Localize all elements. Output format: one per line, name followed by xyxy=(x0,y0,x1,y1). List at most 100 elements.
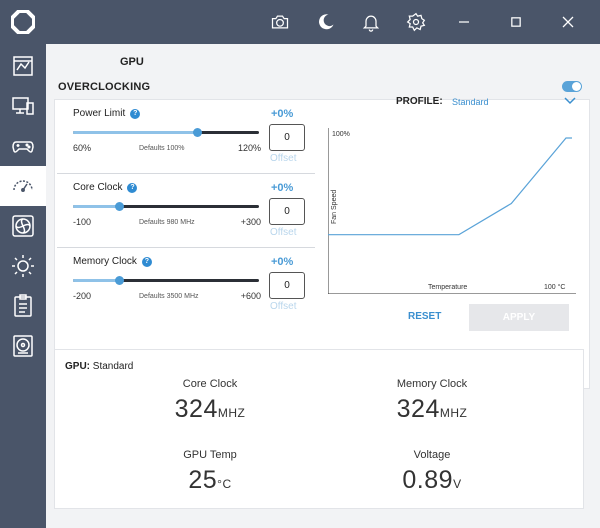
slider-fill xyxy=(73,205,120,208)
core-clock-delta: +0% xyxy=(271,182,294,194)
section-title: OVERCLOCKING xyxy=(58,81,151,93)
stat-label: Memory Clock xyxy=(396,378,468,390)
help-icon[interactable]: ? xyxy=(127,183,138,193)
close-button[interactable] xyxy=(556,10,580,34)
gear-icon xyxy=(406,12,426,32)
slider-fill xyxy=(73,131,198,134)
overclocking-toggle[interactable] xyxy=(562,81,582,92)
fan-curve-line[interactable] xyxy=(328,137,572,236)
title-bar xyxy=(46,0,600,44)
overclocking-panel: Power Limit? +0% 60% Defaults 100% 120% … xyxy=(54,99,590,389)
sidebar-item-display[interactable] xyxy=(0,86,46,126)
stat-label: GPU Temp xyxy=(183,449,237,461)
fan-curve-chart[interactable]: 100% Temperature 100 °C Fan Speed xyxy=(328,128,576,294)
x-axis-label: Temperature xyxy=(428,284,467,291)
stat-unit: °C xyxy=(217,477,232,491)
sidebar-item-overclocking[interactable] xyxy=(0,166,46,206)
power-limit-slider[interactable] xyxy=(73,128,259,137)
close-icon xyxy=(562,16,574,28)
slider-thumb[interactable] xyxy=(193,128,203,137)
gamepad-icon xyxy=(12,141,34,153)
gauge-icon xyxy=(13,180,33,192)
sidebar-item-gaming[interactable] xyxy=(0,126,46,166)
sidebar-item-tasks[interactable] xyxy=(0,286,46,326)
offset-label: Offset xyxy=(270,227,297,238)
main-content: GPU OVERCLOCKING Power Limit? +0% 60% De… xyxy=(46,44,600,528)
help-icon[interactable]: ? xyxy=(130,109,141,119)
slider-fill xyxy=(73,279,120,282)
power-limit-delta: +0% xyxy=(271,108,294,120)
power-limit-offset-input[interactable]: 0 xyxy=(269,124,305,151)
stat-value: 324 xyxy=(174,395,218,423)
slider-max: 120% xyxy=(237,143,261,153)
x-max-label: 100 °C xyxy=(544,283,565,291)
maximize-button[interactable] xyxy=(504,10,528,34)
slider-defaults: Defaults 980 MHz xyxy=(139,219,195,226)
memory-clock-label: Memory Clock xyxy=(73,256,137,267)
stat-unit: V xyxy=(453,477,462,491)
sun-icon xyxy=(12,255,34,277)
stat-label: Voltage xyxy=(413,449,451,461)
settings-button[interactable] xyxy=(404,10,428,34)
core-clock-label: Core Clock xyxy=(73,182,123,193)
y-axis-label: Fan Speed xyxy=(331,190,338,224)
camera-icon xyxy=(271,15,289,29)
slider-max: +600 xyxy=(240,291,261,301)
slider-max: +300 xyxy=(240,217,261,227)
profile-dropdown[interactable]: Standard xyxy=(452,97,489,107)
sidebar-item-cooling[interactable] xyxy=(0,206,46,246)
power-limit-label: Power Limit xyxy=(73,108,126,119)
offset-label: Offset xyxy=(270,301,297,312)
memory-clock-row: Memory Clock? +0% -200 Defaults 3500 MHz… xyxy=(57,248,315,322)
sidebar-item-lighting[interactable] xyxy=(0,246,46,286)
sidebar-item-storage[interactable] xyxy=(0,326,46,366)
memory-clock-slider[interactable] xyxy=(73,276,259,285)
slider-thumb[interactable] xyxy=(115,276,124,285)
stats-header-label: GPU: xyxy=(65,361,90,372)
gpu-stats-panel: GPU: Standard Core Clock 324MHZ Memory C… xyxy=(54,349,584,509)
minimize-button[interactable] xyxy=(452,10,476,34)
slider-min: -100 xyxy=(73,217,92,227)
apply-button[interactable]: APPLY xyxy=(469,304,569,331)
clipboard-icon xyxy=(14,294,32,317)
app-logo-icon xyxy=(11,10,35,34)
memory-clock-delta: +0% xyxy=(271,256,294,268)
left-sidebar xyxy=(0,0,46,528)
stats-header-value: Standard xyxy=(90,361,134,372)
reset-button[interactable]: RESET xyxy=(408,311,442,322)
stat-value: 0.89 xyxy=(402,466,454,494)
moon-icon xyxy=(319,14,334,30)
memory-clock-stat: Memory Clock 324MHZ xyxy=(357,378,507,424)
stat-unit: MHZ xyxy=(439,406,468,420)
help-icon[interactable]: ? xyxy=(141,257,152,267)
core-clock-slider[interactable] xyxy=(73,202,259,211)
slider-thumb[interactable] xyxy=(115,202,124,211)
chevron-down-icon[interactable] xyxy=(564,96,576,106)
stat-label: Core Clock xyxy=(182,378,238,390)
fan-icon xyxy=(12,215,34,237)
stat-unit: MHZ xyxy=(217,406,246,420)
disc-icon xyxy=(13,335,33,357)
notifications-button[interactable] xyxy=(359,10,383,34)
minimize-icon xyxy=(459,21,469,23)
screenshot-button[interactable] xyxy=(268,10,292,34)
profile-label: PROFILE: xyxy=(396,96,443,107)
core-clock-row: Core Clock? +0% -100 Defaults 980 MHz +3… xyxy=(57,174,315,248)
stat-value: 25 xyxy=(188,466,218,494)
core-clock-offset-input[interactable]: 0 xyxy=(269,198,305,225)
slider-min: -200 xyxy=(73,291,92,301)
power-limit-row: Power Limit? +0% 60% Defaults 100% 120% … xyxy=(57,100,315,174)
maximize-icon xyxy=(511,17,521,27)
night-mode-button[interactable] xyxy=(314,10,338,34)
offset-label: Offset xyxy=(270,153,297,164)
stats-header: GPU: Standard xyxy=(65,361,133,372)
dashboard-icon xyxy=(13,56,33,76)
sidebar-item-dashboard[interactable] xyxy=(0,46,46,86)
stat-value: 324 xyxy=(396,395,440,423)
slider-defaults: Defaults 3500 MHz xyxy=(139,293,199,300)
memory-clock-offset-input[interactable]: 0 xyxy=(269,272,305,299)
page-title: GPU xyxy=(120,56,144,68)
slider-min: 60% xyxy=(73,143,92,153)
bell-icon xyxy=(362,15,380,32)
slider-defaults: Defaults 100% xyxy=(139,145,185,152)
